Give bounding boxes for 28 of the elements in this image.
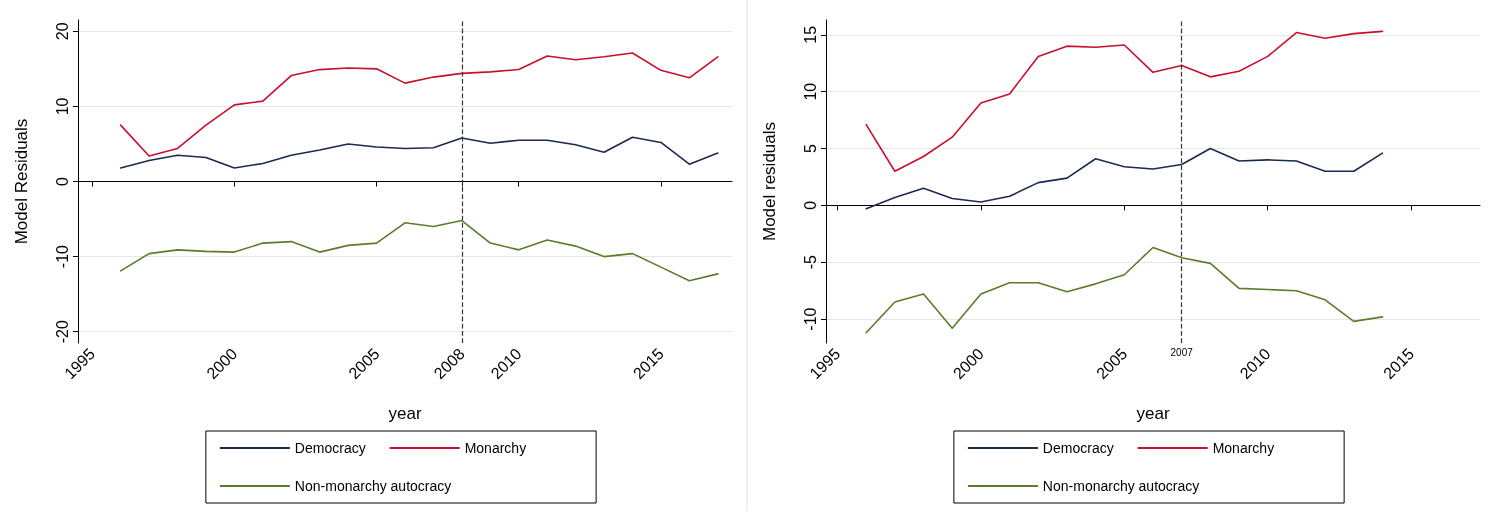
line-series bbox=[865, 147, 1384, 210]
legend-label: Non-monarchy autocracy bbox=[294, 478, 452, 494]
y-tick-label: -10 bbox=[53, 244, 71, 269]
legend-label: Democracy bbox=[294, 440, 366, 456]
y-tick-label: 20 bbox=[53, 22, 71, 41]
y-tick-label: -20 bbox=[53, 320, 71, 344]
legend-label: Monarchy bbox=[464, 440, 527, 456]
line-series bbox=[119, 52, 719, 157]
y-tick-label: -5 bbox=[801, 255, 819, 270]
y-axis-title: Model Residuals bbox=[12, 118, 31, 245]
line-series bbox=[865, 246, 1384, 334]
line-series bbox=[865, 30, 1384, 173]
legend-label: Monarchy bbox=[1212, 440, 1275, 456]
ref-line-label: 2007 bbox=[1170, 346, 1194, 358]
y-tick-label: 10 bbox=[801, 82, 819, 101]
y-tick-label: 0 bbox=[53, 176, 71, 186]
y-tick-label: 5 bbox=[801, 143, 819, 153]
line-series bbox=[119, 219, 719, 282]
legend-label: Democracy bbox=[1042, 440, 1114, 456]
x-axis-title: year bbox=[388, 404, 422, 423]
line-series bbox=[119, 136, 719, 169]
y-tick-label: 0 bbox=[801, 200, 819, 210]
x-axis-title: year bbox=[1136, 404, 1170, 423]
y-tick-label: 15 bbox=[801, 25, 819, 44]
y-axis-title: Model residuals bbox=[760, 121, 779, 242]
y-tick-label: 10 bbox=[53, 97, 71, 116]
legend-label: Non-monarchy autocracy bbox=[1042, 478, 1200, 494]
y-tick-label: -10 bbox=[801, 307, 819, 331]
